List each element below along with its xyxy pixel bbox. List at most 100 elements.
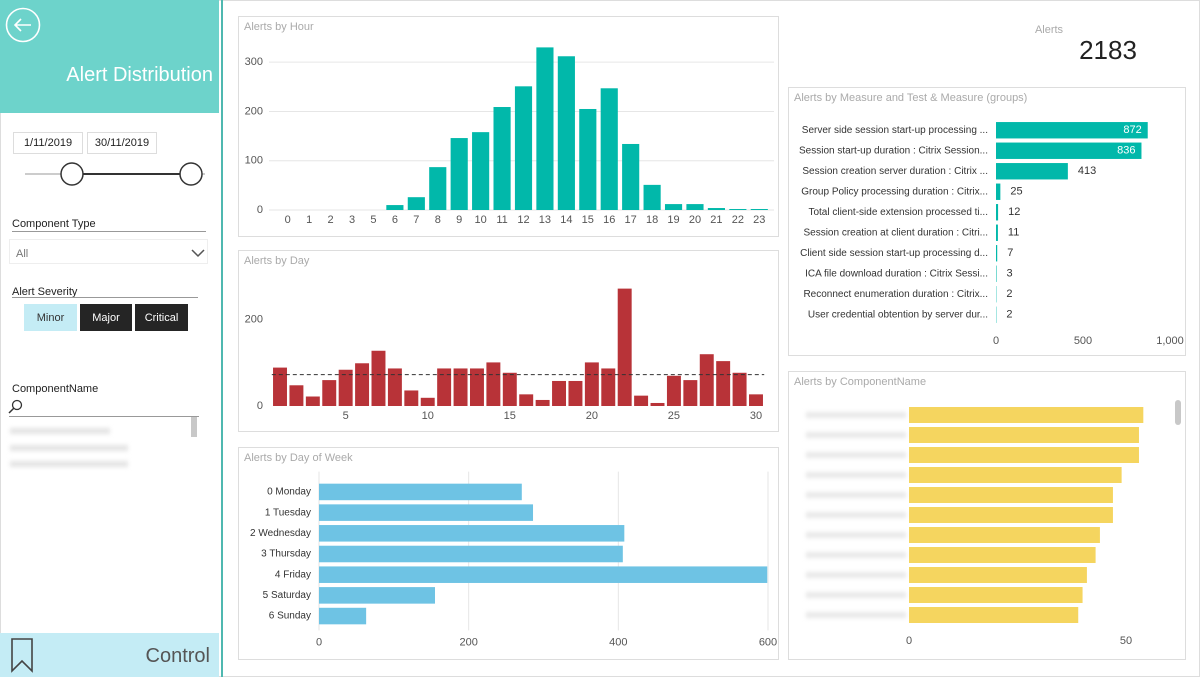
bar [996,142,1142,159]
data-label: 836 [1117,145,1135,157]
bar [716,361,731,406]
x-tick-label: 3 [349,214,355,226]
search-icon[interactable] [8,399,24,415]
bar [437,368,452,406]
bar [909,527,1100,543]
bar [909,447,1139,463]
bar [996,265,997,282]
severity-button[interactable]: Major [80,304,132,331]
x-tick-label: 20 [586,410,598,422]
bar [536,47,554,211]
bar [686,204,704,210]
date-start[interactable]: 1/11/2019 [13,132,83,154]
x-tick-label: 19 [667,214,679,226]
y-tick-label: Session creation server duration : Citri… [802,166,988,177]
bar [371,350,386,406]
x-tick-label: 500 [1074,335,1092,347]
list-item[interactable] [10,445,128,451]
y-tick-label: 200 [245,314,263,326]
bar [514,86,533,210]
bar [996,183,1001,200]
x-tick-label: 9 [456,214,462,226]
data-label: 2 [1006,309,1012,321]
x-tick-label: 5 [343,410,349,422]
component-type-label: Component Type [12,218,96,230]
list-item[interactable] [10,461,128,467]
y-tick-label: ICA file download duration : Citrix Sess… [805,268,988,279]
x-tick-label: 0 [993,335,999,347]
bar [273,367,287,406]
bar [732,372,747,406]
x-tick-label: 12 [517,214,529,226]
x-tick-label: 1,000 [1156,335,1184,347]
bar [643,184,661,210]
blurred-label [806,432,906,438]
bar [338,369,353,406]
bar [387,368,402,406]
x-tick-label: 1 [306,214,312,226]
blurred-label [806,452,906,458]
date-slider[interactable] [0,160,220,190]
y-tick-label: 1 Tuesday [265,507,311,518]
x-tick-label: 21 [710,214,722,226]
x-tick-label: 10 [475,214,487,226]
x-tick-label: 15 [504,410,516,422]
dropdown-value: All [16,248,29,260]
x-tick-label: 6 [392,214,398,226]
y-tick-label: Session creation at client duration : Ci… [803,227,988,238]
x-tick-label: 18 [646,214,658,226]
x-tick-label: 8 [435,214,441,226]
bar [420,397,435,406]
date-end[interactable]: 30/11/2019 [87,132,157,154]
y-tick-label: Total client-side extension processed ti… [808,207,988,218]
bar [493,107,511,210]
data-label: 3 [1007,268,1013,280]
bar [699,354,714,406]
chart-title: Alerts by Hour [244,21,314,33]
bar [557,56,575,211]
data-label: 7 [1007,247,1013,259]
blurred-label [806,612,906,618]
back-button[interactable] [4,6,44,46]
chart-title: Alerts by Measure and Test & Measure (gr… [794,92,1027,104]
bar [319,525,625,542]
severity-button[interactable]: Critical [135,304,188,331]
bar [552,380,567,406]
severity-button[interactable]: Minor [24,304,77,331]
list-item[interactable] [10,428,110,434]
y-tick-label: 200 [245,105,263,117]
y-tick-label: 100 [245,155,263,167]
bar [909,507,1113,523]
component-type-dropdown[interactable]: All [9,239,208,264]
bar [386,205,404,210]
bar [305,396,320,406]
chart-title: Alerts by Day [244,255,310,267]
y-tick-label: 0 Monday [267,487,311,498]
bar [750,209,768,210]
data-label: 12 [1008,206,1020,218]
bar [584,362,599,406]
x-tick-label: 200 [459,636,477,648]
bar [601,368,616,406]
bar [519,394,534,406]
y-tick-label: Session start-up duration : Citrix Sessi… [799,145,988,156]
data-label: 413 [1078,165,1096,177]
blurred-label [806,512,906,518]
x-tick-label: 25 [668,410,680,422]
sidebar-footer[interactable]: Control [0,633,219,677]
bar [600,88,618,210]
x-tick-label: 13 [539,214,551,226]
bar [664,204,683,210]
y-tick-label: 300 [245,56,263,68]
scrollbar [1175,400,1181,425]
blurred-label [806,412,906,418]
bar [909,407,1144,423]
sidebar-title: Alert Distribution [66,64,213,86]
y-tick-label: Reconnect enumeration duration : Citrix.… [803,289,988,300]
bar [319,545,623,563]
bar [319,504,534,521]
scrollbar[interactable] [191,417,197,437]
divider [221,0,223,677]
chart-title: Alerts by ComponentName [794,376,926,388]
